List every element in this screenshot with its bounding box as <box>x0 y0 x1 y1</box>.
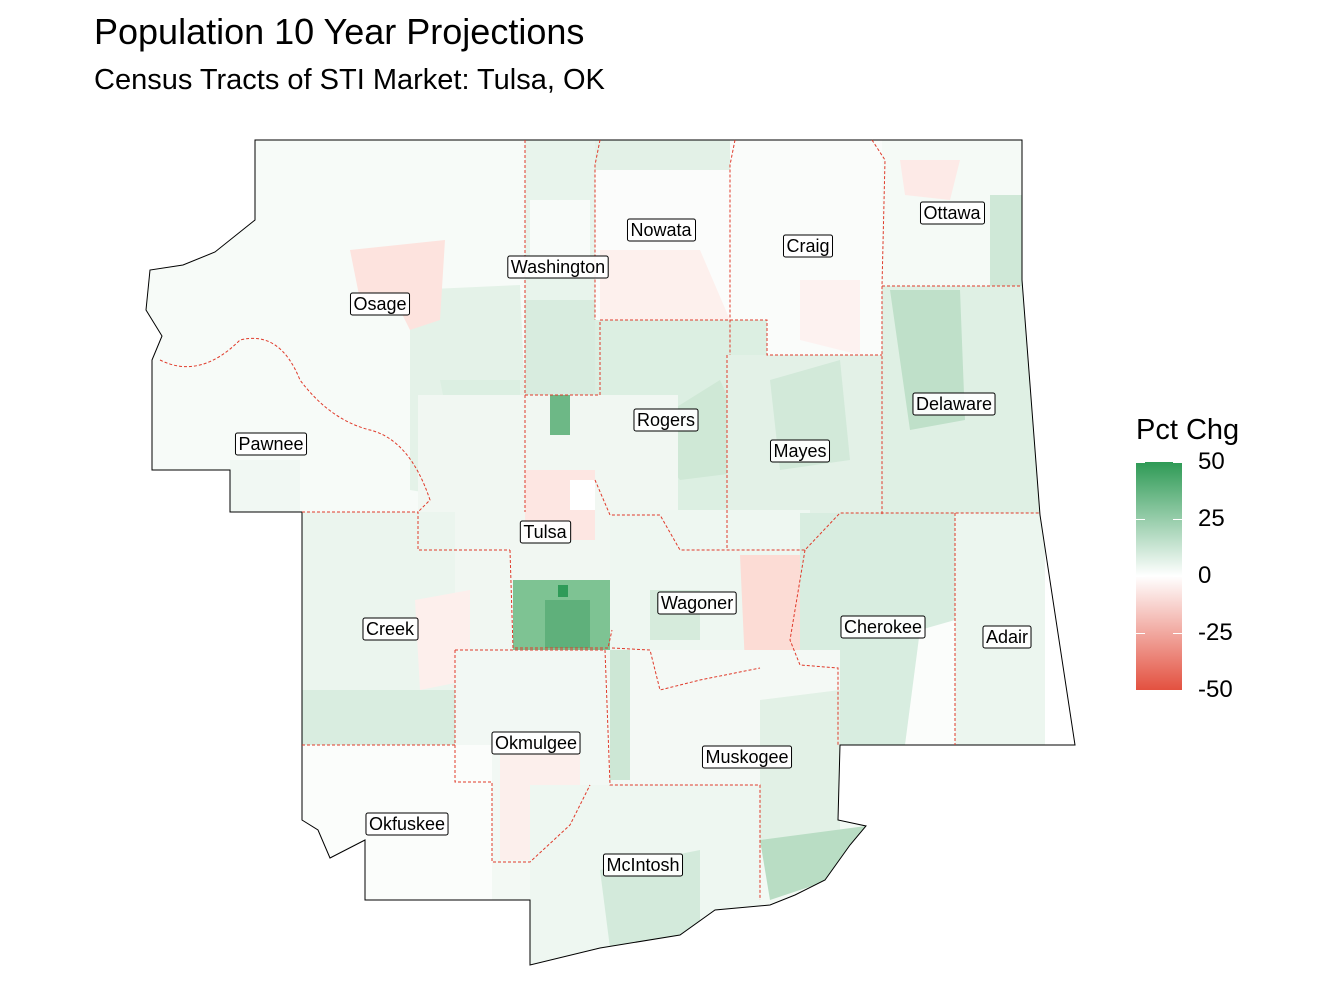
chart-title: Population 10 Year Projections <box>94 11 585 52</box>
county-label-box <box>365 812 449 836</box>
legend-tick-label: 0 <box>1198 562 1212 589</box>
legend-tick-mark <box>1173 690 1182 691</box>
county-boundaries <box>159 139 1040 900</box>
county-label-text: Ottawa <box>923 203 981 223</box>
legend-tick-label: -25 <box>1198 619 1233 646</box>
county-label-box <box>602 853 684 877</box>
legend-tick-label: -50 <box>1198 676 1233 703</box>
county-label-text: Delaware <box>916 394 992 414</box>
county-label-text: Pawnee <box>238 434 303 454</box>
county-label-box <box>507 255 609 279</box>
county-label-box <box>362 617 419 641</box>
choropleth-map: Osage Washington Nowata Craig Ottawa Pawnee Ro… <box>145 139 1076 966</box>
county-label-text: Adair <box>986 627 1028 647</box>
legend-tick-mark <box>1136 690 1145 691</box>
county-label-tulsa: Tulsa <box>519 520 572 544</box>
county-label-text: Rogers <box>637 410 695 430</box>
county-label-okfuskee: Okfuskee <box>365 812 449 836</box>
county-label-text: Creek <box>366 619 415 639</box>
county-label-adair: Adair <box>982 625 1032 649</box>
legend-tick-mark <box>1173 576 1182 577</box>
legend-tick-mark <box>1173 519 1182 520</box>
county-label-ottawa: Ottawa <box>919 201 985 225</box>
county-label-box <box>912 392 996 416</box>
county-label-okmulgee: Okmulgee <box>491 731 581 755</box>
county-label-pawnee: Pawnee <box>234 432 308 456</box>
county-label-text: Cherokee <box>844 617 922 637</box>
chart-subtitle: Census Tracts of STI Market: Tulsa, OK <box>94 64 605 96</box>
county-label-rogers: Rogers <box>633 408 699 432</box>
market-boundary <box>145 139 1076 966</box>
county-label-nowata: Nowata <box>626 218 697 242</box>
county-label-box <box>491 731 581 755</box>
legend-tick-label: 50 <box>1198 448 1225 475</box>
county-label-osage: Osage <box>349 292 411 316</box>
legend-title: Pct Chg <box>1136 414 1240 446</box>
county-label-cherokee: Cherokee <box>840 615 926 639</box>
county-label-box <box>657 591 737 615</box>
legend-tick-mark <box>1173 633 1182 634</box>
county-label-box <box>840 615 926 639</box>
county-label-mcintosh: McIntosh <box>602 853 684 877</box>
county-label-box <box>919 201 985 225</box>
county-label-text: Nowata <box>630 220 692 240</box>
county-label-text: Okfuskee <box>369 814 445 834</box>
county-label-box <box>349 292 411 316</box>
county-label-creek: Creek <box>362 617 419 641</box>
legend-tick-mark <box>1136 633 1145 634</box>
county-label-text: Tulsa <box>523 522 567 542</box>
county-label-box <box>633 408 699 432</box>
county-label-muskogee: Muskogee <box>701 745 793 769</box>
legend-tick-mark <box>1173 462 1182 463</box>
county-label-box <box>701 745 793 769</box>
county-label-text: Okmulgee <box>495 733 577 753</box>
county-label-craig: Craig <box>782 234 834 258</box>
county-label-box <box>626 218 697 242</box>
county-label-washington: Washington <box>507 255 609 279</box>
county-label-box <box>519 520 572 544</box>
legend-tick-mark <box>1136 519 1145 520</box>
county-label-wagoner: Wagoner <box>657 591 737 615</box>
county-label-mayes: Mayes <box>769 439 831 463</box>
county-label-text: Wagoner <box>661 593 733 613</box>
legend-tick-mark <box>1136 462 1145 463</box>
county-label-text: Muskogee <box>705 747 788 767</box>
county-label-text: Mayes <box>773 441 826 461</box>
county-label-box <box>234 432 308 456</box>
county-label-box <box>982 625 1032 649</box>
county-label-text: Osage <box>353 294 406 314</box>
county-label-text: McIntosh <box>606 855 679 875</box>
county-label-text: Washington <box>511 257 605 277</box>
county-label-box <box>782 234 834 258</box>
legend-tick-label: 25 <box>1198 505 1225 532</box>
county-label-text: Craig <box>786 236 829 256</box>
county-labels: Osage Washington Nowata Craig Ottawa Pawnee Ro… <box>234 201 1032 877</box>
county-label-box <box>769 439 831 463</box>
legend-tick-mark <box>1136 576 1145 577</box>
county-label-delaware: Delaware <box>912 392 996 416</box>
